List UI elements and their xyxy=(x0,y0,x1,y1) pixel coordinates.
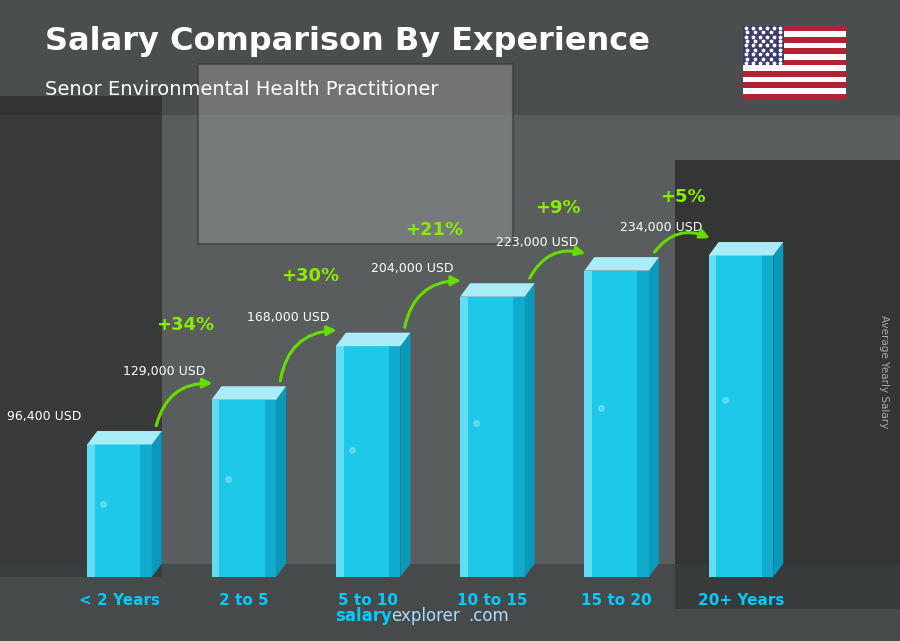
Text: 223,000 USD: 223,000 USD xyxy=(496,236,578,249)
Polygon shape xyxy=(87,444,95,577)
Polygon shape xyxy=(389,346,400,577)
Polygon shape xyxy=(87,431,162,444)
Polygon shape xyxy=(637,271,649,577)
Polygon shape xyxy=(584,271,649,577)
Polygon shape xyxy=(649,257,659,577)
Polygon shape xyxy=(265,400,276,577)
Text: Senor Environmental Health Practitioner: Senor Environmental Health Practitioner xyxy=(45,80,438,99)
Text: Salary Comparison By Experience: Salary Comparison By Experience xyxy=(45,26,650,56)
Bar xyxy=(742,82,846,88)
Text: Average Yearly Salary: Average Yearly Salary xyxy=(878,315,889,428)
Bar xyxy=(742,43,846,48)
Text: 129,000 USD: 129,000 USD xyxy=(123,365,205,378)
Polygon shape xyxy=(708,256,773,577)
Bar xyxy=(742,88,846,94)
Polygon shape xyxy=(336,333,410,346)
FancyBboxPatch shape xyxy=(0,96,162,577)
Text: +30%: +30% xyxy=(281,267,338,285)
Bar xyxy=(742,71,846,77)
Polygon shape xyxy=(276,387,286,577)
Polygon shape xyxy=(212,400,220,577)
Text: +34%: +34% xyxy=(157,316,214,334)
Text: +9%: +9% xyxy=(536,199,581,217)
FancyBboxPatch shape xyxy=(675,160,900,609)
Text: 204,000 USD: 204,000 USD xyxy=(372,262,454,275)
Bar xyxy=(742,65,846,71)
Text: explorer: explorer xyxy=(392,607,460,625)
Polygon shape xyxy=(708,242,783,256)
Polygon shape xyxy=(460,297,468,577)
Text: salary: salary xyxy=(335,607,392,625)
Bar xyxy=(742,37,846,43)
Text: 168,000 USD: 168,000 USD xyxy=(248,312,329,324)
Polygon shape xyxy=(513,297,525,577)
Polygon shape xyxy=(140,444,152,577)
FancyBboxPatch shape xyxy=(0,0,900,115)
Polygon shape xyxy=(336,346,400,577)
Bar xyxy=(742,94,846,99)
Polygon shape xyxy=(773,242,783,577)
Polygon shape xyxy=(708,256,716,577)
Polygon shape xyxy=(525,283,535,577)
Polygon shape xyxy=(87,444,152,577)
Bar xyxy=(742,31,846,37)
Bar xyxy=(742,77,846,82)
Polygon shape xyxy=(584,271,592,577)
Polygon shape xyxy=(460,297,525,577)
Polygon shape xyxy=(761,256,773,577)
Bar xyxy=(742,26,846,31)
Polygon shape xyxy=(152,431,162,577)
Text: +21%: +21% xyxy=(405,221,464,239)
Text: .com: .com xyxy=(468,607,508,625)
Text: 96,400 USD: 96,400 USD xyxy=(6,410,81,423)
Polygon shape xyxy=(400,333,410,577)
Bar xyxy=(742,54,846,60)
Polygon shape xyxy=(336,346,344,577)
FancyBboxPatch shape xyxy=(198,64,513,244)
FancyBboxPatch shape xyxy=(0,564,900,641)
Polygon shape xyxy=(460,283,535,297)
Bar xyxy=(742,26,784,65)
Polygon shape xyxy=(212,387,286,400)
Bar xyxy=(742,60,846,65)
Polygon shape xyxy=(212,400,276,577)
Bar xyxy=(742,48,846,54)
Text: +5%: +5% xyxy=(660,188,706,206)
Text: 234,000 USD: 234,000 USD xyxy=(620,221,703,234)
Polygon shape xyxy=(584,257,659,271)
